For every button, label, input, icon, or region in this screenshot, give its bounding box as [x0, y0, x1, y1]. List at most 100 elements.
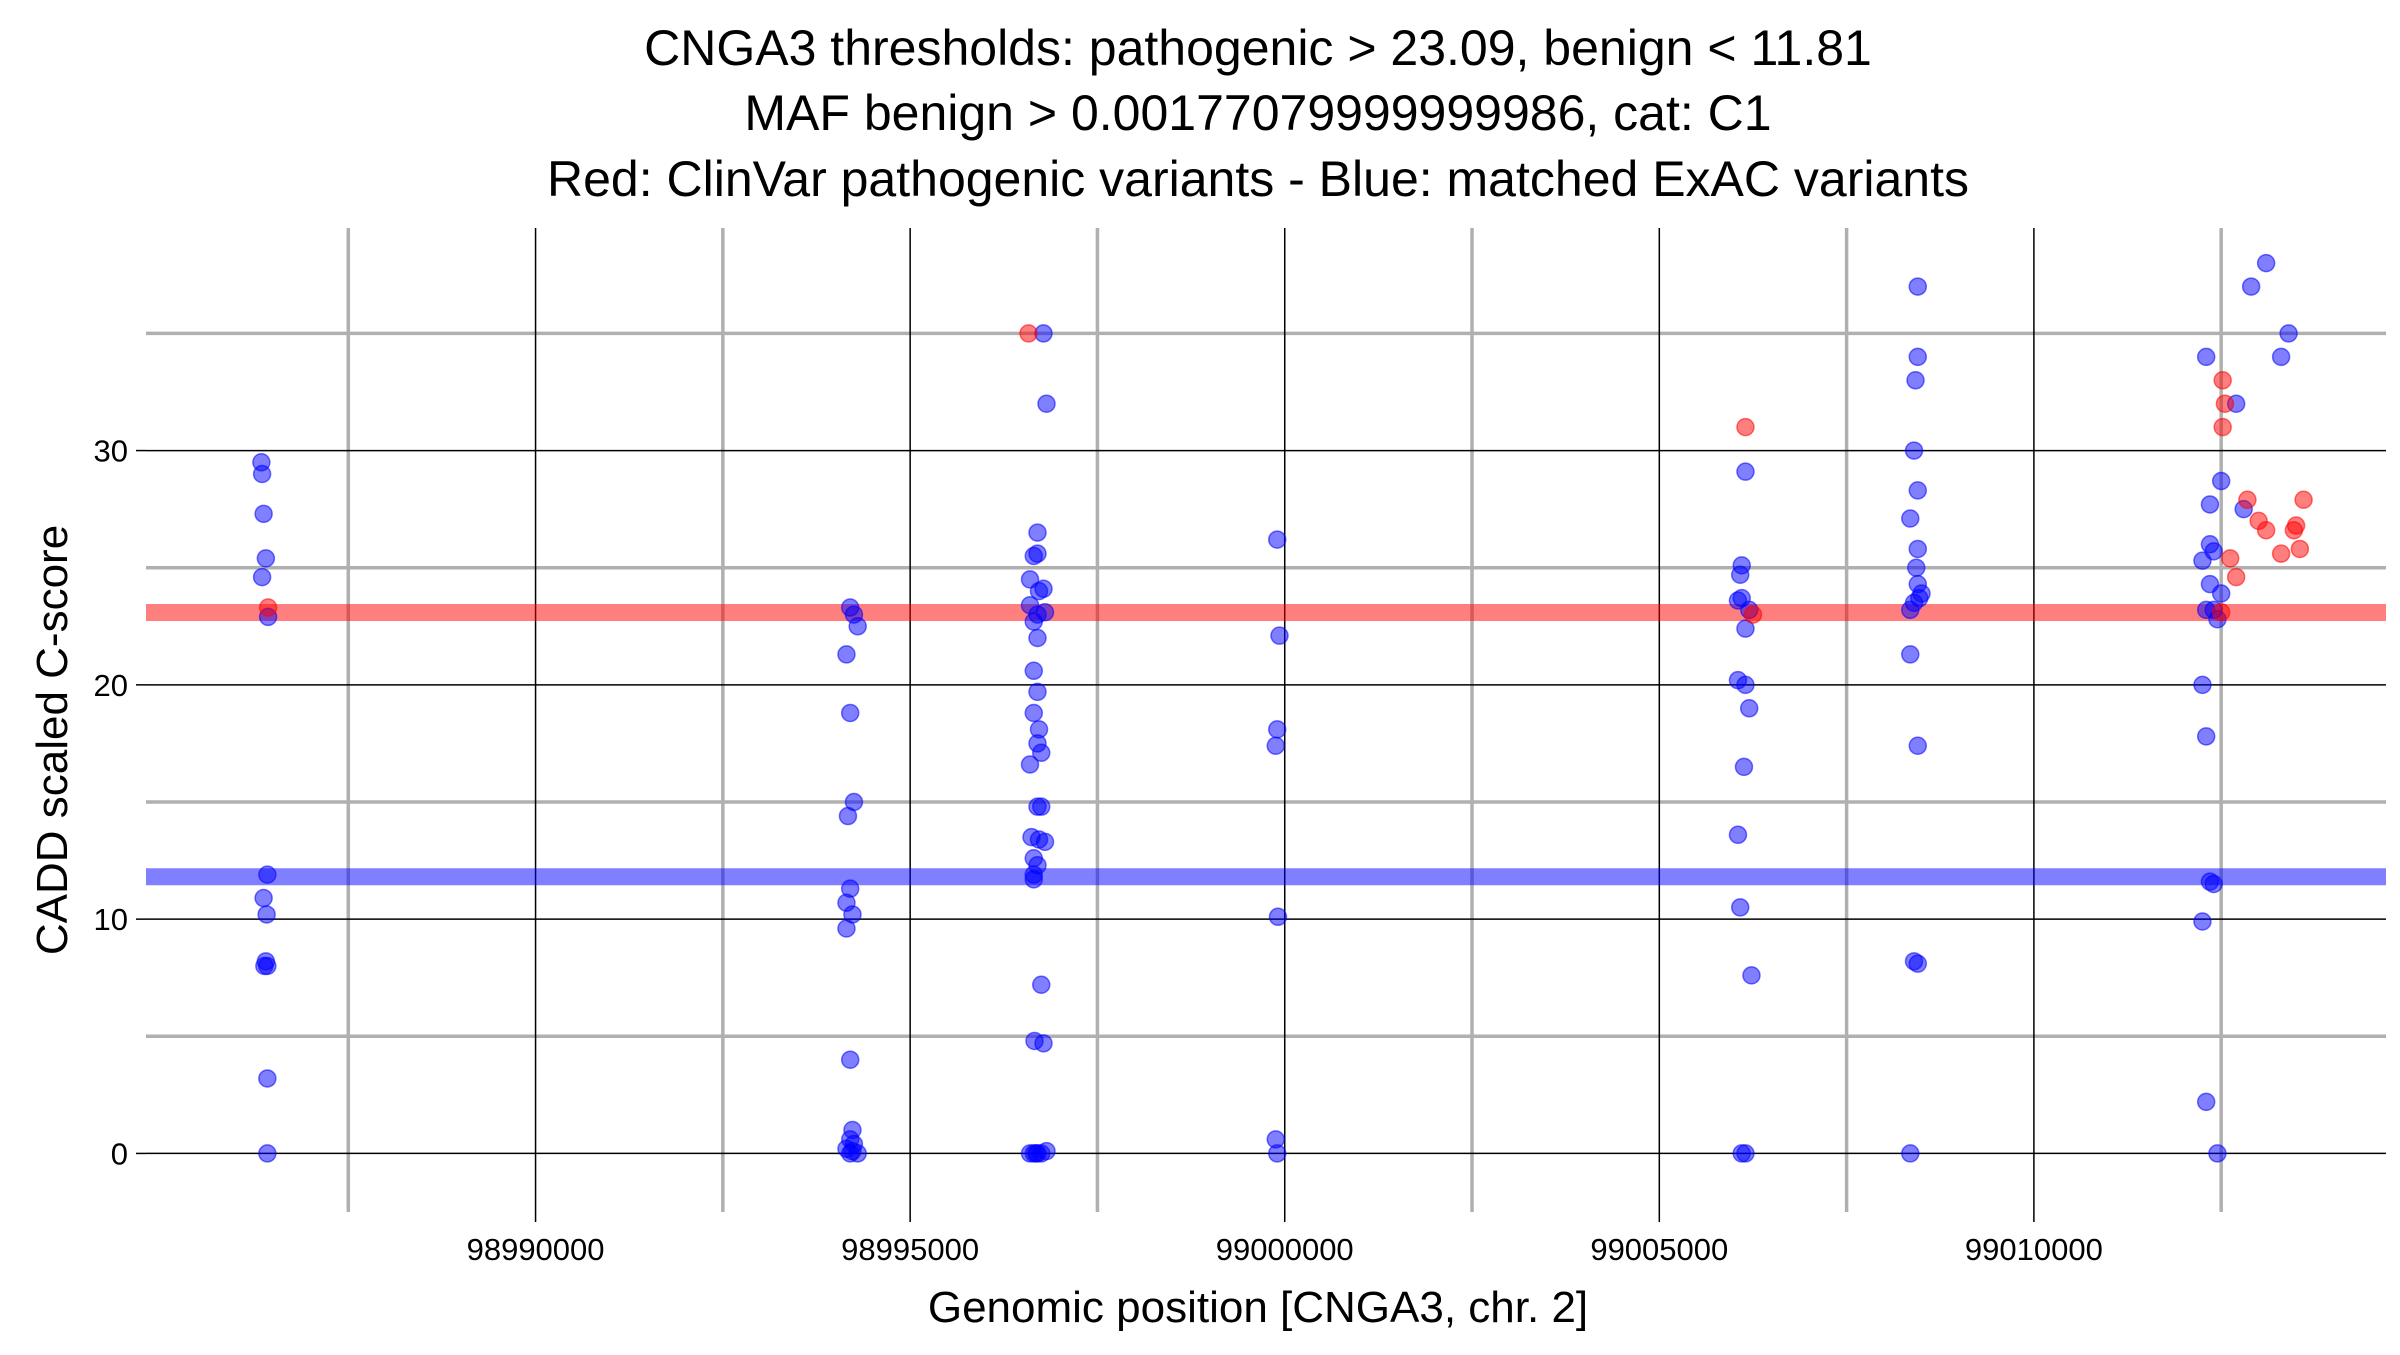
exac-point [2204, 874, 2223, 894]
exac-point [1032, 797, 1051, 816]
x-tick-label: 98990000 [467, 1232, 605, 1267]
exac-point [1028, 544, 1047, 563]
title-line-3: Red: ClinVar pathogenic variants - Blue:… [547, 151, 1969, 207]
exac-point [1028, 523, 1047, 542]
x-tick-label: 99010000 [1965, 1232, 2103, 1267]
exac-point [2241, 277, 2261, 296]
exac-point [1901, 645, 1920, 664]
exac-point [1908, 539, 1928, 559]
exac-point [1734, 757, 1754, 777]
exac-point [258, 865, 277, 884]
exac-point [1736, 619, 1755, 638]
exac-point [1267, 530, 1287, 549]
exac-point [1024, 661, 1044, 681]
exac-point [2196, 347, 2216, 367]
clinvar-point [2294, 490, 2313, 510]
data-points [252, 253, 2313, 1163]
exac-point [254, 504, 273, 524]
exac-point [1901, 600, 1920, 620]
exac-point [258, 1144, 277, 1163]
exac-point [1035, 602, 1055, 622]
exac-point [838, 806, 858, 826]
exac-point [1028, 682, 1047, 702]
y-tick-label: 10 [94, 902, 128, 937]
exac-point [1901, 509, 1920, 528]
exac-point [1908, 481, 1928, 500]
exac-point [840, 1050, 860, 1069]
exac-point [1736, 675, 1755, 695]
clinvar-point [2213, 417, 2232, 437]
exac-point [1907, 558, 1926, 577]
clinvar-point [2211, 602, 2231, 622]
exac-point [1739, 699, 1759, 718]
exac-point [1270, 626, 1289, 645]
exac-point [843, 1141, 862, 1161]
exac-point [1028, 628, 1047, 648]
exac-point [1267, 720, 1287, 739]
y-axis-title: CADD scaled C-score [28, 525, 77, 955]
exac-point [1736, 462, 1755, 481]
exac-point [840, 703, 860, 723]
exac-point [1901, 1144, 1920, 1163]
exac-point [837, 919, 856, 938]
exac-point [1728, 825, 1748, 845]
exac-point [848, 617, 867, 636]
exac-point [257, 905, 276, 924]
grid-lines [146, 228, 2386, 1212]
x-tick-label: 99000000 [1216, 1232, 1354, 1267]
exac-point [2196, 1092, 2216, 1112]
exac-point [1037, 394, 1056, 413]
exac-point [1736, 1144, 1755, 1163]
exac-point [1035, 832, 1055, 852]
exac-point [2256, 253, 2276, 273]
exac-point [2279, 324, 2298, 343]
exac-point [2193, 912, 2212, 931]
exac-point [2211, 584, 2231, 603]
clinvar-point [1019, 324, 1038, 343]
exac-point [1024, 870, 1044, 889]
exac-point [1268, 907, 1288, 927]
exac-point [2200, 495, 2220, 514]
exac-point [1034, 1034, 1053, 1053]
title-line-2: MAF benign > 0.00177079999999986, cat: C… [744, 85, 1771, 141]
clinvar-point [2220, 549, 2240, 568]
clinvar-point [2213, 371, 2232, 390]
clinvar-point [2286, 516, 2306, 535]
exac-point [2196, 727, 2216, 746]
exac-point [1026, 1144, 1046, 1163]
clinvar-point [2290, 539, 2310, 559]
exac-point [1267, 1144, 1287, 1163]
exac-point [1908, 347, 1928, 367]
exac-point [2211, 471, 2231, 491]
clinvar-point [2215, 394, 2235, 413]
exac-point [258, 1069, 277, 1088]
exac-point [2193, 551, 2212, 570]
clinvar-point [2226, 567, 2246, 587]
clinvar-point [2271, 544, 2291, 563]
threshold-lines [146, 603, 2386, 886]
exac-point [837, 645, 856, 664]
exac-point [252, 567, 272, 587]
y-tick-label: 0 [111, 1136, 128, 1171]
y-tick-label: 30 [94, 434, 128, 469]
exac-point [1032, 743, 1051, 763]
y-axis-ticks: 0 10 20 30 [94, 434, 146, 1171]
exac-point [1906, 371, 1925, 390]
clinvar-point [1743, 605, 1763, 624]
y-tick-label: 20 [94, 668, 128, 703]
clinvar-point [2238, 490, 2257, 510]
clinvar-point [258, 598, 278, 617]
x-tick-label: 99005000 [1590, 1232, 1728, 1267]
exac-point [256, 549, 276, 568]
exac-point [258, 956, 277, 976]
exac-point [1266, 736, 1285, 756]
exac-point [1024, 703, 1044, 723]
exac-point [1034, 579, 1053, 599]
exac-point [1020, 755, 1040, 774]
clinvar-point [1736, 417, 1755, 437]
x-axis-ticks: 98990000 98995000 99000000 99005000 99010000 [467, 1212, 2103, 1267]
exac-point [1730, 565, 1750, 584]
x-tick-label: 98995000 [841, 1232, 979, 1267]
